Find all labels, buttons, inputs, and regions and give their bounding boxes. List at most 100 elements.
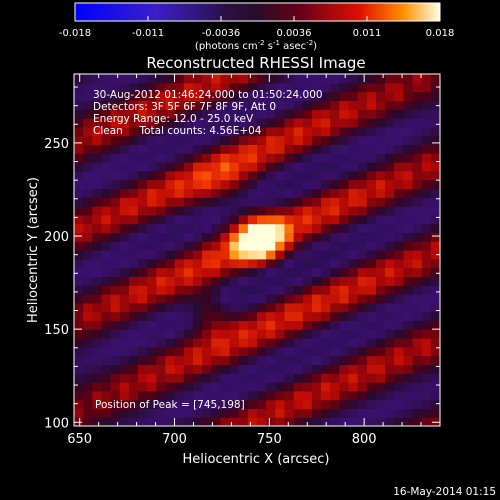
heatmap-cell (147, 223, 157, 233)
heatmap-cell (202, 355, 212, 365)
heatmap-cell (247, 294, 258, 304)
heatmap-cell (284, 214, 295, 225)
heatmap-cell (220, 91, 231, 101)
heatmap-cell (311, 223, 322, 233)
heatmap-cell (385, 232, 395, 242)
heatmap-cell (430, 390, 440, 401)
heatmap-cell (101, 338, 112, 348)
heatmap-cell (147, 311, 157, 321)
heatmap-cell (394, 179, 404, 189)
heatmap-cell (311, 74, 322, 84)
heatmap-cell (165, 408, 176, 418)
heatmap-cell (275, 170, 286, 181)
heatmap-cell (128, 276, 139, 286)
heatmap-cell (357, 408, 368, 418)
heatmap-cell (348, 188, 359, 198)
heatmap-cell (348, 408, 359, 418)
heatmap-cell (385, 364, 395, 374)
heatmap-cell (238, 320, 249, 330)
heatmap-cell (403, 100, 414, 110)
heatmap-cell (284, 285, 295, 295)
heatmap-cell (375, 276, 386, 286)
heatmap-cell (156, 74, 167, 84)
heatmap-cell (275, 197, 286, 207)
heatmap-cell (220, 153, 231, 163)
heatmap-cell (192, 364, 203, 374)
heatmap-cell (192, 206, 203, 216)
heatmap-cell (202, 162, 212, 172)
heatmap-cell (211, 329, 221, 339)
heatmap-cell (366, 276, 377, 286)
heatmap-cell (119, 197, 130, 207)
heatmap-cell (138, 197, 148, 207)
heatmap-cell (183, 338, 194, 348)
heatmap-cell (311, 276, 322, 286)
heatmap-cell (275, 346, 286, 357)
heatmap-cell (101, 82, 112, 93)
heatmap-cell (101, 118, 112, 128)
heatmap-cell (385, 223, 395, 233)
heatmap-cell (412, 399, 423, 409)
heatmap-cell (266, 338, 276, 348)
heatmap-cell (330, 250, 340, 260)
heatmap-cell (284, 126, 295, 137)
heatmap-cell (421, 364, 432, 374)
plot-frame (73, 73, 441, 427)
heatmap-cell (430, 232, 440, 242)
heatmap-cell (238, 82, 249, 93)
heatmap-cell (348, 241, 359, 251)
heatmap-cell (138, 364, 148, 374)
heatmap-cell (348, 311, 359, 321)
heatmap-cell (119, 276, 130, 286)
heatmap-cell (74, 285, 84, 295)
heatmap-cell (147, 390, 157, 401)
heatmap-cell (275, 126, 286, 137)
heatmap-cell (339, 250, 350, 260)
heatmap-cell (247, 390, 258, 401)
heatmap-cell (128, 162, 139, 172)
heatmap-cell (202, 276, 212, 286)
heatmap-cell (302, 267, 313, 277)
heatmap-cell (430, 126, 440, 137)
heatmap-cell (366, 126, 377, 137)
heatmap-cell (348, 329, 359, 339)
heatmap-cell (266, 276, 276, 286)
heatmap-cell (110, 162, 121, 172)
heatmap-cell (83, 408, 93, 418)
heatmap-cell (375, 408, 386, 418)
heatmap-cell (339, 390, 350, 401)
heatmap-cell (284, 373, 295, 383)
heatmap-cell (165, 223, 176, 233)
heatmap-cell (183, 179, 194, 189)
info-line-detectors: Detectors: 3F 5F 6F 7F 8F 9F, Att 0 (93, 101, 276, 113)
heatmap-cell (266, 311, 276, 321)
heatmap-cell (183, 91, 194, 101)
heatmap-cell (357, 285, 368, 295)
heatmap-cell (83, 250, 93, 260)
heatmap-cell (192, 302, 203, 313)
heatmap-cell (394, 302, 404, 313)
heatmap-cell (119, 417, 130, 426)
heatmap-cell (220, 197, 231, 207)
heatmap-cell (128, 346, 139, 357)
heatmap-cell (229, 364, 240, 374)
heatmap-cell (128, 144, 139, 154)
heatmap-cell (412, 162, 423, 172)
heatmap-cell (110, 329, 121, 339)
heatmap-cell (339, 232, 350, 242)
heatmap-cell (339, 223, 350, 233)
heatmap-cell (385, 276, 395, 286)
heatmap-cell (321, 241, 331, 251)
heatmap-cell (92, 250, 103, 260)
heatmap-cell (302, 258, 313, 269)
heatmap-cell (339, 276, 350, 286)
heatmap-cell (211, 197, 221, 207)
heatmap-cell (183, 355, 194, 365)
heatmap-cell (385, 417, 395, 426)
heatmap-cell (220, 382, 231, 392)
heatmap-cell (302, 74, 313, 84)
heatmap-cell (394, 162, 404, 172)
heatmap-cell (229, 302, 240, 313)
heatmap-cell (229, 153, 240, 163)
heatmap-cell (266, 258, 276, 269)
